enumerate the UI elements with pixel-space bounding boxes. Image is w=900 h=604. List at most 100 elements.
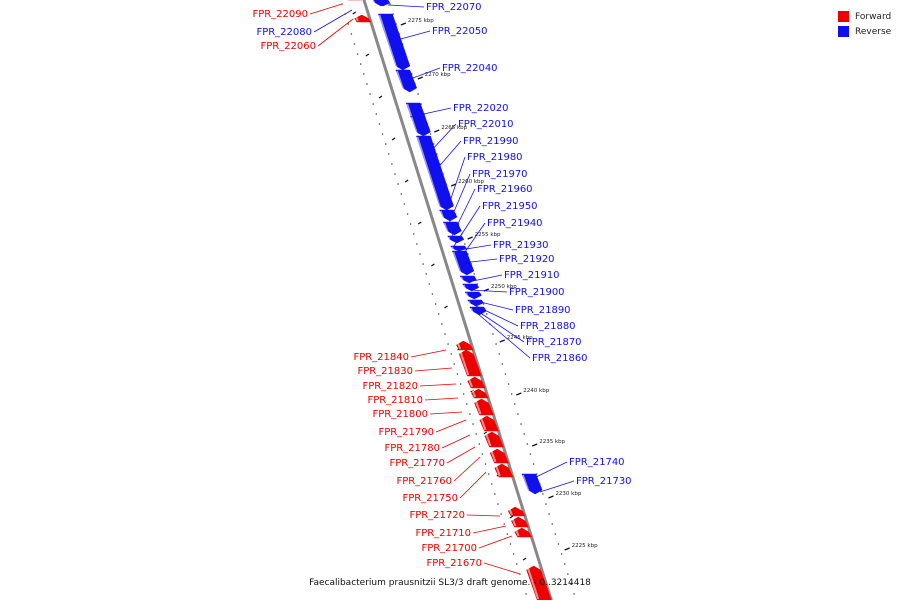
scale-tick-label: 2265 kbp (441, 125, 467, 131)
gene-feature-highlight (395, 70, 405, 92)
gene-feature (405, 102, 431, 137)
track-dot (347, 23, 350, 25)
track-dot (419, 253, 421, 255)
track-dot (450, 353, 453, 355)
label-leader-line (419, 383, 457, 387)
legend-label-reverse: Reverse (855, 26, 892, 37)
scale-ticks: 2275 kbp 2270 kbp 2265 kbp 2260 kbp 2255 kbp… (400, 18, 598, 551)
gene-label: FPR_21750 (402, 493, 458, 504)
forward-strand-dashes (352, 11, 527, 561)
gene-label: FPR_22040 (442, 63, 498, 74)
gene-label: FPR_21770 (389, 458, 445, 469)
gene-label: FPR_21790 (378, 427, 434, 438)
gene-feature (521, 473, 543, 495)
label-leader-line (446, 173, 471, 229)
gene-label: FPR_21880 (520, 321, 576, 332)
label-leader-line (469, 289, 508, 293)
scale-tick-label: 2275 kbp (408, 18, 434, 24)
gene-feature (526, 565, 552, 601)
track-dot (416, 243, 418, 245)
gene-feature-highlight (354, 15, 359, 22)
backbone-line (362, 0, 555, 604)
gene-feature-highlight (371, 0, 376, 6)
track-dash (365, 53, 370, 57)
track-dot (473, 273, 476, 275)
track-dash (509, 515, 514, 519)
track-dot (526, 443, 529, 445)
track-dot (381, 133, 384, 135)
gene-feature-highlight (479, 416, 487, 431)
track-dot (434, 303, 437, 305)
track-dot (495, 343, 497, 345)
track-dash (431, 263, 435, 267)
scale-tick-mark (450, 183, 457, 187)
label-leader-line (459, 244, 492, 251)
strand-legend: Forward Reverse (838, 9, 891, 39)
label-leader-line (539, 480, 575, 493)
label-leader-line (396, 30, 431, 41)
label-leader-line (424, 397, 459, 401)
gene-label: FPR_21800 (372, 409, 428, 420)
gene-label: FPR_21760 (396, 476, 452, 487)
track-dot (487, 473, 490, 475)
gene-label: FPR_21870 (526, 337, 582, 348)
gene-feature-highlight (508, 507, 513, 516)
scale-tick-mark (499, 339, 506, 343)
track-dot (459, 383, 462, 385)
scale-tick-mark (400, 22, 407, 26)
label-leader-line (441, 434, 471, 449)
gene-feature-highlight (459, 350, 470, 376)
gene-feature-highlight (511, 517, 517, 527)
track-dot (431, 293, 434, 295)
gene-label: FPR_21670 (426, 558, 482, 569)
gene-label: FPR_22070 (426, 2, 482, 13)
scale-tick-mark (531, 443, 538, 447)
gene-label: FPR_21860 (532, 353, 588, 364)
track-dot (403, 203, 406, 205)
gene-label: FPR_21980 (467, 152, 523, 163)
track-dot (444, 333, 446, 335)
gene-label: FPR_21720 (409, 510, 465, 521)
gene-feature (458, 349, 482, 377)
track-dot (510, 393, 513, 395)
label-leader-line (473, 304, 519, 327)
track-dot (397, 183, 399, 185)
label-leader-line (483, 562, 521, 575)
scale-tick-label: 2260 kbp (458, 179, 484, 185)
track-dash (522, 557, 527, 561)
gene-label: FPR_22010 (458, 119, 514, 130)
reverse-swatch (838, 26, 849, 37)
track-dot (515, 563, 518, 565)
track-dot (484, 463, 487, 465)
track-dash (352, 11, 357, 15)
gene-label: FPR_22090 (252, 9, 308, 20)
track-dot (359, 63, 362, 65)
track-dot (428, 283, 431, 285)
gene-label: FPR_21700 (421, 543, 477, 554)
track-dot (375, 113, 378, 115)
track-dot (523, 433, 525, 435)
label-leader-line (446, 446, 476, 464)
track-dot (551, 523, 554, 525)
gene-feature-highlight (467, 377, 473, 388)
track-dot (560, 553, 563, 555)
track-dot (366, 83, 368, 85)
track-dot (506, 533, 509, 535)
scale-tick-mark (434, 129, 440, 133)
gene-feature-highlight (465, 292, 470, 299)
track-dot (353, 43, 356, 45)
track-dot (356, 53, 359, 55)
label-leader-line (429, 411, 463, 415)
track-dot (447, 343, 449, 345)
gene-feature-highlight (521, 474, 531, 494)
track-dash (378, 95, 383, 99)
scale-tick-mark (467, 236, 473, 240)
gene-label: FPR_22020 (453, 103, 509, 114)
gene-label: FPR_21990 (463, 136, 519, 147)
track-dot (567, 573, 569, 575)
gene-feature-highlight (378, 14, 398, 70)
track-dot (504, 373, 507, 375)
track-dot (525, 593, 527, 595)
